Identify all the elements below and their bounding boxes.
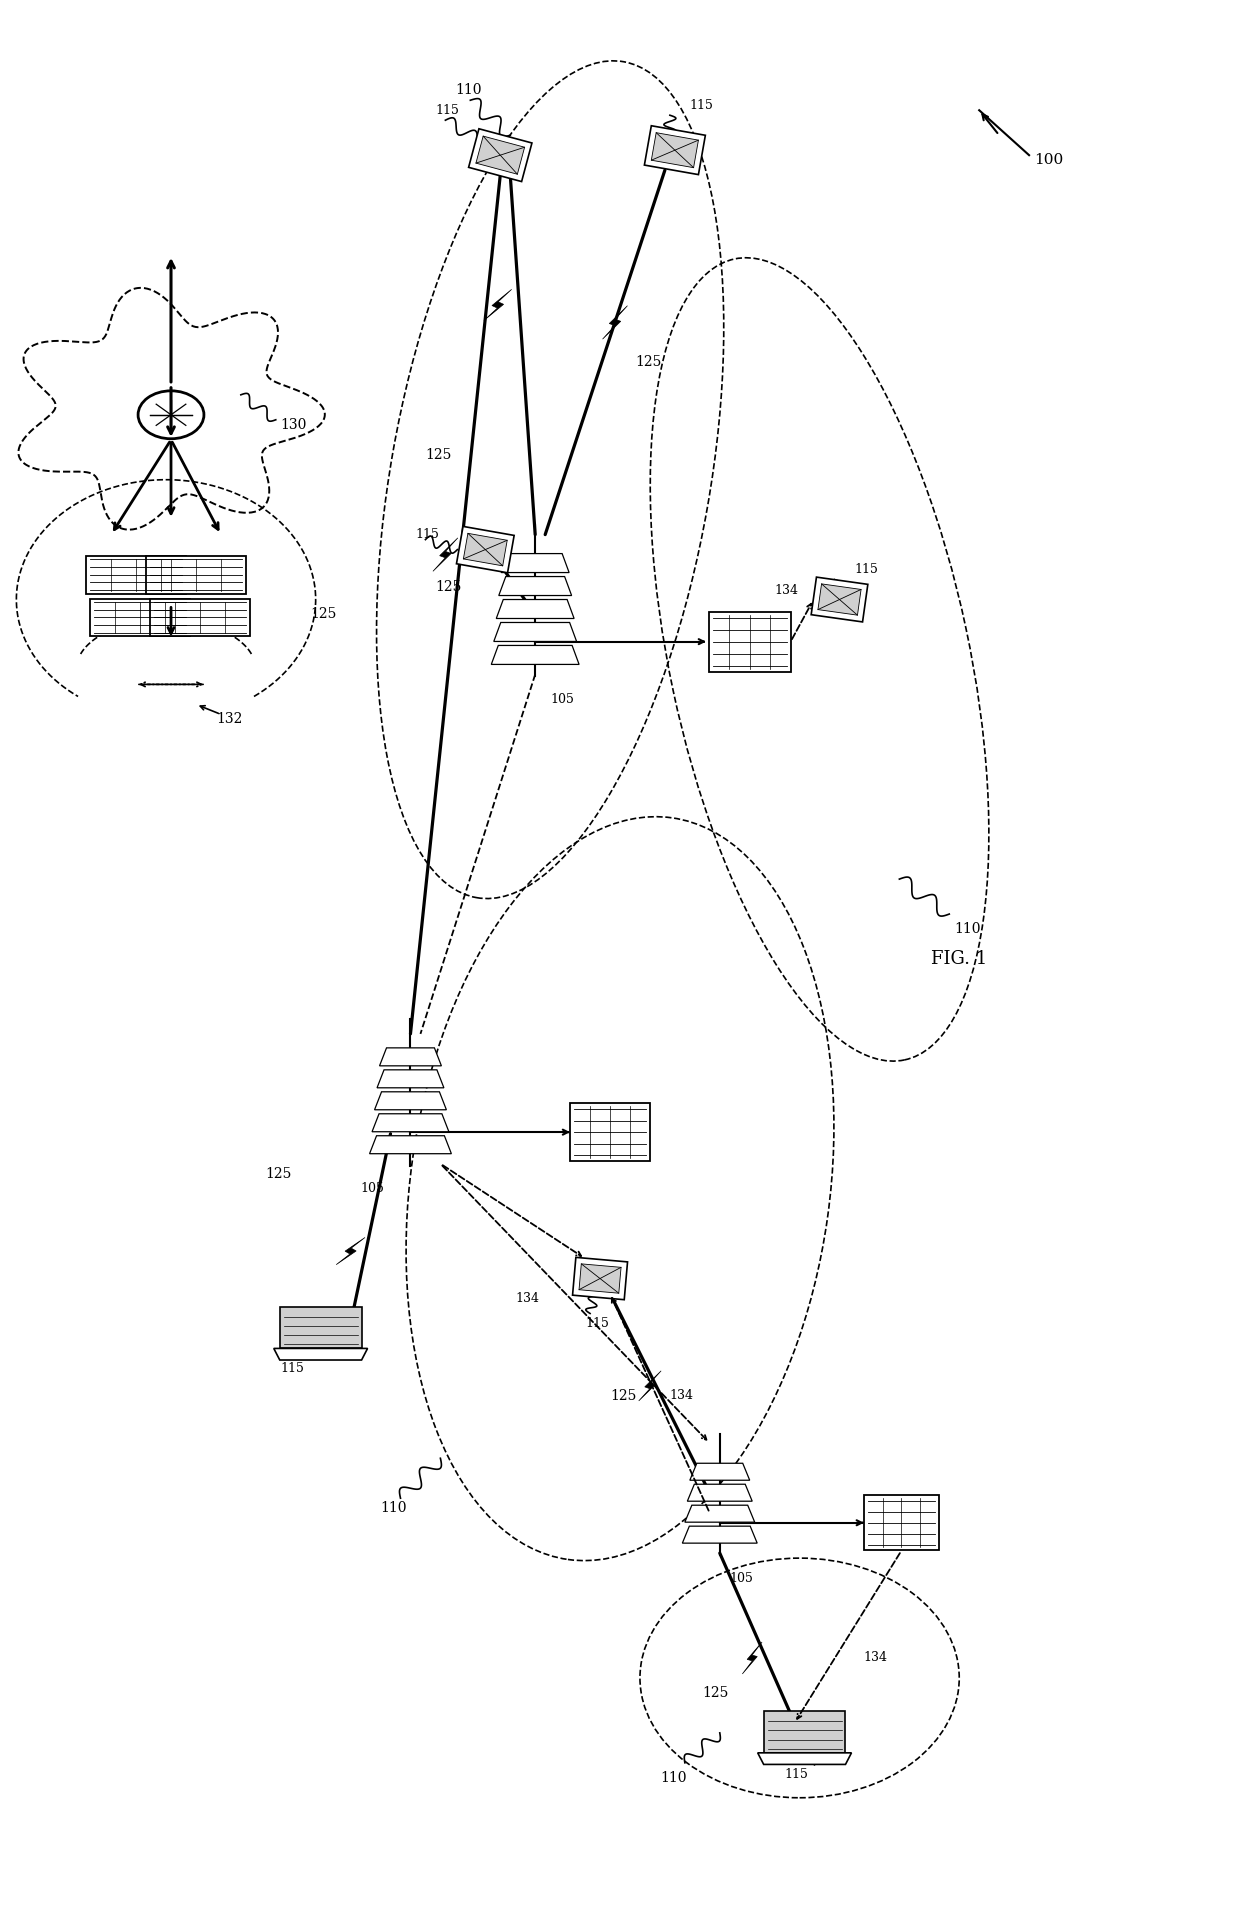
- Polygon shape: [484, 290, 512, 321]
- Text: 110: 110: [955, 922, 981, 935]
- Text: 100: 100: [1034, 153, 1064, 168]
- Text: 130: 130: [280, 418, 308, 431]
- Text: 115: 115: [280, 1361, 305, 1374]
- Text: 125: 125: [435, 580, 461, 594]
- Polygon shape: [374, 1092, 446, 1109]
- Polygon shape: [682, 1525, 758, 1542]
- Text: 134: 134: [670, 1390, 694, 1403]
- Bar: [709, 611, 791, 672]
- Text: 134: 134: [863, 1651, 887, 1665]
- Text: 105: 105: [730, 1571, 754, 1584]
- Polygon shape: [639, 1371, 661, 1401]
- Bar: [87, 556, 186, 594]
- Polygon shape: [469, 128, 532, 181]
- Text: 134: 134: [516, 1292, 539, 1306]
- Polygon shape: [377, 1069, 444, 1088]
- Bar: [91, 599, 190, 636]
- Text: 125: 125: [265, 1166, 293, 1180]
- Text: 105: 105: [551, 693, 574, 706]
- Polygon shape: [579, 1264, 621, 1292]
- Polygon shape: [379, 1048, 441, 1065]
- Text: 134: 134: [775, 584, 799, 598]
- Polygon shape: [476, 136, 525, 174]
- Polygon shape: [433, 538, 458, 571]
- Polygon shape: [645, 126, 706, 174]
- Polygon shape: [758, 1752, 852, 1764]
- Text: 105: 105: [361, 1182, 384, 1195]
- Text: 110: 110: [660, 1772, 687, 1785]
- Polygon shape: [684, 1504, 755, 1521]
- Bar: [570, 1103, 650, 1161]
- Text: 115: 115: [415, 529, 439, 540]
- Polygon shape: [764, 1710, 846, 1752]
- Text: 115: 115: [585, 1317, 609, 1331]
- Polygon shape: [491, 645, 579, 664]
- Polygon shape: [498, 577, 572, 596]
- Polygon shape: [651, 134, 698, 168]
- Polygon shape: [280, 1308, 362, 1348]
- Text: 125: 125: [311, 607, 337, 622]
- Polygon shape: [687, 1483, 753, 1500]
- Polygon shape: [464, 533, 507, 565]
- Polygon shape: [603, 305, 627, 340]
- Text: 115: 115: [785, 1768, 808, 1781]
- Text: 115: 115: [854, 563, 878, 577]
- Bar: [146, 556, 246, 594]
- Bar: [150, 599, 249, 636]
- Text: 132: 132: [216, 712, 242, 725]
- Polygon shape: [689, 1464, 750, 1479]
- Polygon shape: [811, 577, 868, 622]
- Polygon shape: [573, 1258, 627, 1300]
- Polygon shape: [370, 1136, 451, 1153]
- Polygon shape: [496, 599, 574, 619]
- Text: FIG. 1: FIG. 1: [931, 951, 987, 968]
- Polygon shape: [372, 1113, 449, 1132]
- Text: 110: 110: [381, 1500, 407, 1516]
- Bar: [864, 1495, 939, 1550]
- Polygon shape: [501, 554, 569, 573]
- Text: 125: 125: [610, 1390, 636, 1403]
- Polygon shape: [274, 1348, 367, 1359]
- Polygon shape: [494, 622, 577, 641]
- Text: 115: 115: [689, 99, 714, 113]
- Polygon shape: [336, 1237, 365, 1264]
- Text: 125: 125: [702, 1686, 729, 1699]
- Polygon shape: [818, 584, 861, 615]
- Polygon shape: [456, 527, 515, 573]
- Text: 125: 125: [635, 355, 661, 368]
- Polygon shape: [743, 1642, 763, 1674]
- Text: 125: 125: [425, 449, 451, 462]
- Text: 115: 115: [435, 103, 459, 116]
- Text: 110: 110: [455, 84, 482, 97]
